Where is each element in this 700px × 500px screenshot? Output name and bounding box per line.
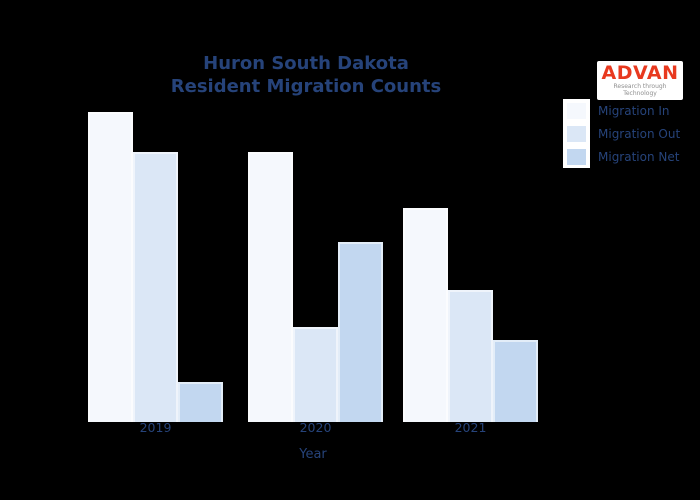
advan-logo: ADVAN Research through Technology <box>597 61 683 100</box>
bar-migration-out-2021 <box>448 290 493 422</box>
bar-migration-net-2019 <box>178 382 223 422</box>
chart-legend: Migration In Migration Out Migration Net <box>563 99 680 168</box>
bar-migration-in-2020 <box>248 152 293 422</box>
chart-title: Huron South Dakota Resident Migration Co… <box>0 52 612 98</box>
x-axis-ticks: 2019 2020 2021 <box>0 420 700 436</box>
legend-label-migration-net: Migration Net <box>598 149 680 164</box>
x-tick-2019: 2019 <box>139 420 172 435</box>
plot-area <box>88 112 538 422</box>
legend-swatch-migration-net <box>567 148 586 165</box>
chart-title-line2: Resident Migration Counts <box>170 76 442 97</box>
legend-item-migration-out: Migration Out <box>563 122 680 145</box>
bar-migration-in-2019 <box>88 112 133 422</box>
advan-logo-wordmark: ADVAN <box>601 62 679 84</box>
legend-swatch-migration-in <box>567 102 586 119</box>
chart-title-line1: Huron South Dakota <box>203 53 409 74</box>
bar-migration-net-2020 <box>338 242 383 422</box>
x-tick-2020: 2020 <box>299 420 332 435</box>
legend-swatch-cell <box>563 122 590 145</box>
legend-label-migration-in: Migration In <box>598 103 670 118</box>
advan-logo-tagline: Research through Technology <box>613 83 667 97</box>
legend-swatch-cell <box>563 145 590 168</box>
bar-migration-out-2019 <box>133 152 178 422</box>
bar-migration-out-2020 <box>293 327 338 422</box>
x-tick-2021: 2021 <box>454 420 487 435</box>
x-axis-label: Year <box>299 447 327 462</box>
legend-swatch-cell <box>563 99 590 122</box>
legend-item-migration-net: Migration Net <box>563 145 680 168</box>
legend-swatch-migration-out <box>567 125 586 142</box>
legend-item-migration-in: Migration In <box>563 99 680 122</box>
bar-migration-in-2021 <box>403 208 448 422</box>
legend-label-migration-out: Migration Out <box>598 126 681 141</box>
bar-migration-net-2021 <box>493 340 538 422</box>
